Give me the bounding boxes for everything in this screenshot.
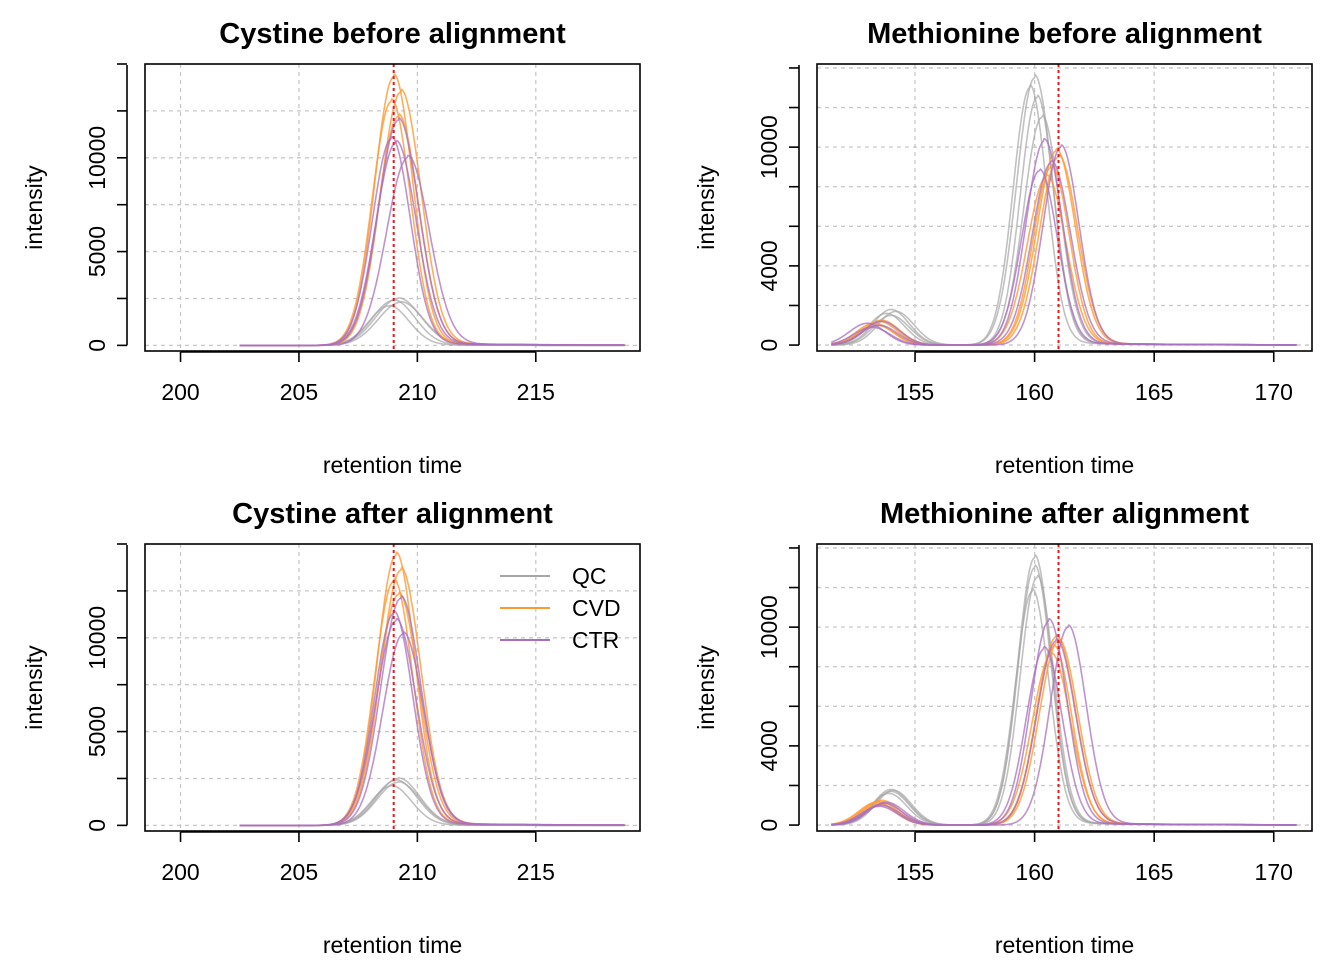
y-axis-label: intensity [693,165,719,250]
series-line-qc [334,780,626,827]
series-line-ctr [239,135,625,347]
y-tick-label: 0 [84,339,110,352]
x-tick-label: 155 [896,379,934,405]
y-tick-label: 10000 [756,115,782,179]
series-group [831,554,1297,826]
y-tick-label: 10000 [756,595,782,659]
x-tick-label: 210 [398,379,436,405]
series-line-qc [831,588,1297,826]
series-group [239,73,626,347]
series-line-cvd [831,154,1297,346]
panel-title: Methionine after alignment [880,498,1249,530]
y-tick-label: 10000 [84,606,110,670]
x-tick-label: 160 [1015,859,1053,885]
series-line-cvd [831,643,1297,826]
plot-frame [816,543,1313,832]
series-line-qc [831,74,1297,346]
series-group [239,551,626,827]
plot-frame [816,63,1313,352]
panel-methionine-before: Methionine before alignment retention ti… [693,18,1313,478]
grid [817,544,1312,831]
series-line-cvd [239,566,625,827]
y-axis-label: intensity [21,165,47,250]
y-tick-label: 10000 [84,126,110,190]
panel-cystine-after: Cystine after alignment retention time i… [21,498,641,958]
x-tick-label: 205 [280,859,318,885]
x-axis-label: retention time [995,452,1134,478]
y-tick-label: 5000 [84,706,110,757]
plot-frame [144,543,641,832]
series-line-qc [334,777,626,827]
panel-title: Cystine after alignment [232,498,553,530]
y-tick-label: 4000 [756,720,782,771]
series-line-ctr [831,160,1297,346]
y-tick-label: 0 [84,819,110,832]
series-line-ctr [239,154,625,347]
y-tick-label: 0 [756,339,782,352]
x-tick-label: 170 [1255,379,1293,405]
series-line-ctr [239,631,625,827]
grid [145,543,640,831]
y-axis-label: intensity [21,645,47,730]
x-tick-label: 215 [517,859,555,885]
panel-title: Cystine before alignment [219,18,566,50]
x-tick-label: 200 [161,859,199,885]
series-line-qc [334,300,626,347]
series-group [831,74,1297,346]
series-line-cvd [831,164,1297,346]
series-line-qc [334,304,626,347]
series-line-ctr [831,645,1297,826]
x-tick-label: 205 [280,379,318,405]
x-tick-label: 210 [398,859,436,885]
series-line-cvd [239,577,625,827]
x-tick-label: 215 [517,379,555,405]
series-line-qc [334,778,626,827]
legend: QC CVD CTR [500,563,621,653]
y-tick-label: 5000 [84,226,110,277]
legend-label: QC [572,563,607,589]
grid [817,64,1312,351]
series-line-qc [334,297,626,347]
x-tick-label: 200 [161,379,199,405]
y-axis-label: intensity [693,645,719,730]
panel-cystine-before: Cystine before alignment retention time … [21,18,641,478]
x-axis-label: retention time [323,932,462,958]
legend-label: CVD [572,595,621,621]
x-tick-label: 155 [896,859,934,885]
series-line-qc [334,298,626,347]
legend-label: CTR [572,627,619,653]
series-line-ctr [831,168,1297,346]
panel-title: Methionine before alignment [867,18,1262,50]
y-tick-label: 4000 [756,240,782,291]
x-tick-label: 165 [1135,859,1173,885]
y-tick-label: 0 [756,819,782,832]
plot-frame [144,63,641,352]
series-line-qc [334,784,626,827]
grid [145,63,640,351]
x-tick-label: 160 [1015,379,1053,405]
x-axis-label: retention time [323,452,462,478]
x-axis-label: retention time [995,932,1134,958]
x-tick-label: 170 [1255,859,1293,885]
panel-methionine-after: Methionine after alignment retention tim… [693,498,1313,958]
series-line-cvd [831,148,1297,346]
x-tick-label: 165 [1135,379,1173,405]
